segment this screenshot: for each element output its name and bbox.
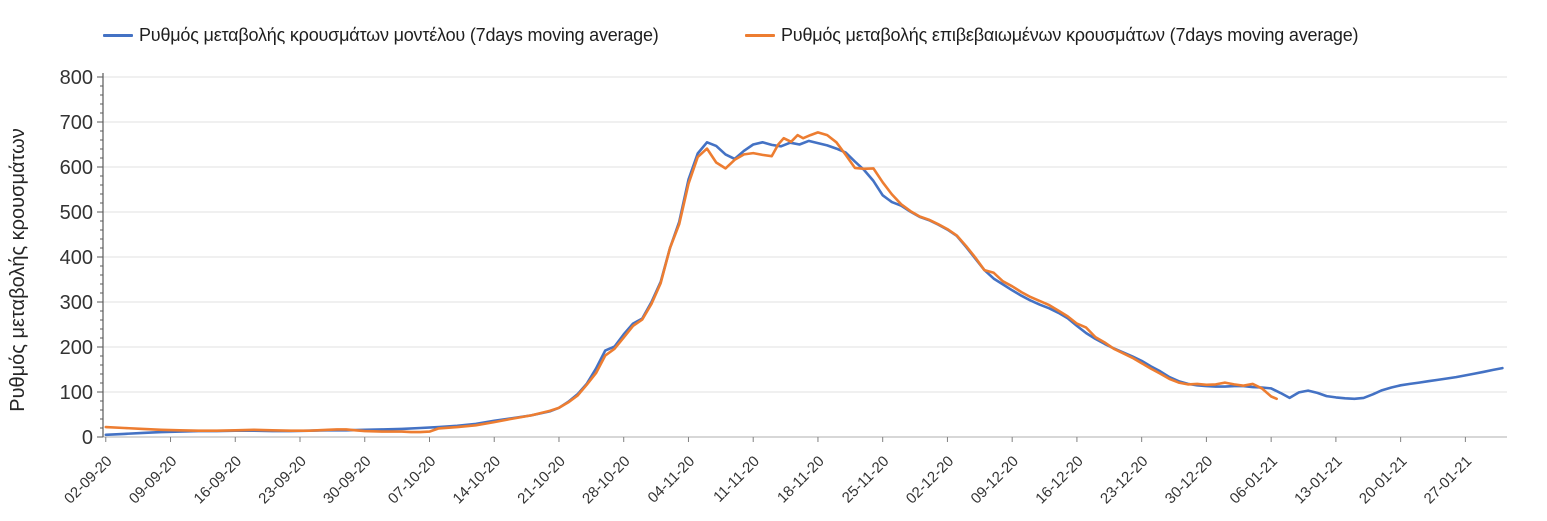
legend-label-model: Ρυθμός μεταβολής κρουσμάτων μοντέλου (7d… <box>139 24 659 45</box>
y-gridlines <box>103 76 1507 393</box>
x-tick-label: 30-12-20 <box>1162 453 1216 507</box>
x-axis <box>103 436 1507 442</box>
y-axis-title: Ρυθμός μεταβολής κρουσμάτων <box>7 128 29 412</box>
series-line-confirmed <box>104 131 1278 434</box>
x-tick-label: 21-10-20 <box>514 453 568 507</box>
x-tick-label: 02-09-20 <box>61 453 115 507</box>
x-tick-label: 13-01-21 <box>1291 453 1345 507</box>
legend-item-model: Ρυθμός μεταβολής κρουσμάτων μοντέλου (7d… <box>103 22 659 48</box>
legend-item-confirmed: Ρυθμός μεταβολής επιβεβαιωμένων κρουσμάτ… <box>745 22 1359 48</box>
x-tick-label: 23-09-20 <box>255 453 309 507</box>
x-tick-label: 23-12-20 <box>1097 453 1151 507</box>
x-tick-label: 16-09-20 <box>191 453 245 507</box>
x-tick-label: 09-12-20 <box>968 453 1022 507</box>
x-tick-label: 07-10-20 <box>385 453 439 507</box>
chart-legend: Ρυθμός μεταβολής κρουσμάτων μοντέλου (7d… <box>0 22 1547 48</box>
y-tick-label: 800 <box>60 67 93 89</box>
x-tick-label: 09-09-20 <box>126 453 180 507</box>
x-tick-label: 28-10-20 <box>579 453 633 507</box>
x-tick-label: 14-10-20 <box>450 453 504 507</box>
series-line-model <box>104 139 1504 437</box>
y-tick-label: 300 <box>60 292 93 314</box>
x-tick-label: 18-11-20 <box>774 453 828 507</box>
x-tick-label: 25-11-20 <box>839 453 893 507</box>
x-tick-label: 02-12-20 <box>903 453 957 507</box>
y-tick-label: 700 <box>60 112 93 134</box>
x-tick-label: 06-01-21 <box>1226 453 1280 507</box>
x-tick-label: 11-11-20 <box>710 453 763 506</box>
legend-line-marker-orange-icon <box>745 33 775 37</box>
x-tick-label: 27-01-21 <box>1421 453 1475 507</box>
x-tick-label: 30-09-20 <box>320 453 374 507</box>
x-tick-labels: 02-09-20 09-09-20 16-09-20 23-09-20 30-09-20… <box>61 453 1475 507</box>
y-tick-label: 0 <box>82 427 93 449</box>
y-axis <box>97 73 104 438</box>
x-tick-label: 04-11-20 <box>645 453 699 507</box>
y-tick-label: 200 <box>60 337 93 359</box>
y-tick-label: 100 <box>60 382 93 404</box>
x-tick-label: 20-01-21 <box>1356 453 1410 507</box>
x-tick-label: 16-12-20 <box>1032 453 1086 507</box>
y-tick-label: 600 <box>60 157 93 179</box>
legend-line-marker-blue-icon <box>103 33 133 37</box>
y-tick-labels: 0 100 200 300 400 500 600 700 800 <box>60 67 93 449</box>
y-tick-label: 500 <box>60 202 93 224</box>
legend-label-confirmed: Ρυθμός μεταβολής επιβεβαιωμένων κρουσμάτ… <box>781 24 1359 45</box>
y-tick-label: 400 <box>60 247 93 269</box>
